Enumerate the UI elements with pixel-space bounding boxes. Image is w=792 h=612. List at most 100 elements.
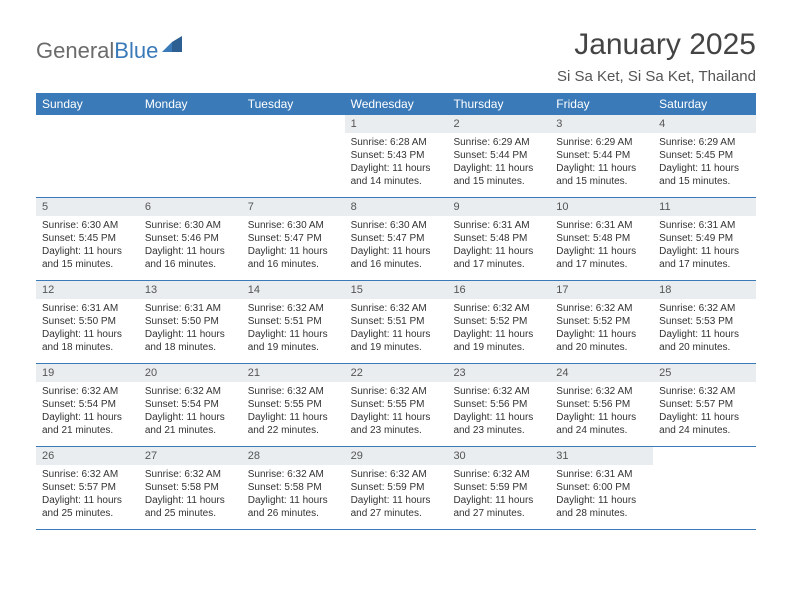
day-detail-line: Sunset: 5:58 PM — [248, 481, 339, 494]
day-details: Sunrise: 6:32 AMSunset: 5:59 PMDaylight:… — [447, 465, 550, 526]
calendar-day: 20Sunrise: 6:32 AMSunset: 5:54 PMDayligh… — [139, 364, 242, 446]
day-detail-line: Daylight: 11 hours — [453, 328, 544, 341]
day-details: Sunrise: 6:32 AMSunset: 5:54 PMDaylight:… — [139, 382, 242, 443]
day-detail-line: Sunset: 5:58 PM — [145, 481, 236, 494]
calendar-day: 27Sunrise: 6:32 AMSunset: 5:58 PMDayligh… — [139, 447, 242, 529]
day-detail-line: and 18 minutes. — [42, 341, 133, 354]
day-details: Sunrise: 6:32 AMSunset: 5:55 PMDaylight:… — [345, 382, 448, 443]
day-detail-line: and 18 minutes. — [145, 341, 236, 354]
day-details: Sunrise: 6:31 AMSunset: 5:48 PMDaylight:… — [447, 216, 550, 277]
calendar-day: 31Sunrise: 6:31 AMSunset: 6:00 PMDayligh… — [550, 447, 653, 529]
day-detail-line: Sunset: 5:57 PM — [659, 398, 750, 411]
calendar-day — [36, 115, 139, 197]
day-details: Sunrise: 6:32 AMSunset: 5:53 PMDaylight:… — [653, 299, 756, 360]
calendar-page: GeneralBlue January 2025 Si Sa Ket, Si S… — [0, 0, 792, 550]
day-detail-line: Sunset: 5:47 PM — [248, 232, 339, 245]
day-detail-line: and 16 minutes. — [145, 258, 236, 271]
day-details: Sunrise: 6:30 AMSunset: 5:47 PMDaylight:… — [345, 216, 448, 277]
page-header: GeneralBlue January 2025 Si Sa Ket, Si S… — [36, 28, 756, 85]
logo-mark-icon — [162, 36, 182, 57]
day-header: Friday — [550, 93, 653, 115]
day-number: 11 — [653, 198, 756, 216]
day-details: Sunrise: 6:30 AMSunset: 5:46 PMDaylight:… — [139, 216, 242, 277]
day-number: 3 — [550, 115, 653, 133]
day-number: 17 — [550, 281, 653, 299]
day-detail-line: Sunset: 5:45 PM — [659, 149, 750, 162]
calendar-day: 7Sunrise: 6:30 AMSunset: 5:47 PMDaylight… — [242, 198, 345, 280]
day-detail-line: and 19 minutes. — [351, 341, 442, 354]
day-header: Sunday — [36, 93, 139, 115]
calendar-day: 25Sunrise: 6:32 AMSunset: 5:57 PMDayligh… — [653, 364, 756, 446]
calendar-week: 26Sunrise: 6:32 AMSunset: 5:57 PMDayligh… — [36, 447, 756, 530]
logo-word1: General — [36, 38, 114, 63]
calendar-day: 5Sunrise: 6:30 AMSunset: 5:45 PMDaylight… — [36, 198, 139, 280]
day-detail-line: and 25 minutes. — [42, 507, 133, 520]
day-detail-line: and 17 minutes. — [453, 258, 544, 271]
day-detail-line: Sunrise: 6:32 AM — [351, 302, 442, 315]
day-details: Sunrise: 6:32 AMSunset: 5:55 PMDaylight:… — [242, 382, 345, 443]
day-details: Sunrise: 6:31 AMSunset: 5:48 PMDaylight:… — [550, 216, 653, 277]
day-number: 19 — [36, 364, 139, 382]
day-details: Sunrise: 6:29 AMSunset: 5:44 PMDaylight:… — [550, 133, 653, 194]
day-number: 2 — [447, 115, 550, 133]
day-detail-line: Sunrise: 6:32 AM — [351, 385, 442, 398]
logo-word2: Blue — [114, 38, 158, 63]
day-detail-line: Sunset: 5:47 PM — [351, 232, 442, 245]
day-details: Sunrise: 6:31 AMSunset: 5:50 PMDaylight:… — [139, 299, 242, 360]
day-detail-line: and 26 minutes. — [248, 507, 339, 520]
calendar-day: 11Sunrise: 6:31 AMSunset: 5:49 PMDayligh… — [653, 198, 756, 280]
day-detail-line: Daylight: 11 hours — [351, 245, 442, 258]
day-detail-line: Sunset: 5:51 PM — [351, 315, 442, 328]
day-number: 27 — [139, 447, 242, 465]
day-header: Thursday — [447, 93, 550, 115]
day-number: 15 — [345, 281, 448, 299]
day-detail-line: Daylight: 11 hours — [42, 328, 133, 341]
day-number: 7 — [242, 198, 345, 216]
day-detail-line: and 21 minutes. — [42, 424, 133, 437]
day-detail-line: Daylight: 11 hours — [659, 411, 750, 424]
day-detail-line: and 15 minutes. — [659, 175, 750, 188]
day-details: Sunrise: 6:32 AMSunset: 5:51 PMDaylight:… — [242, 299, 345, 360]
day-detail-line: Sunset: 5:59 PM — [351, 481, 442, 494]
day-detail-line: Daylight: 11 hours — [42, 245, 133, 258]
day-number: 13 — [139, 281, 242, 299]
calendar-day: 16Sunrise: 6:32 AMSunset: 5:52 PMDayligh… — [447, 281, 550, 363]
day-detail-line: and 15 minutes. — [42, 258, 133, 271]
day-detail-line: Sunset: 5:54 PM — [42, 398, 133, 411]
day-detail-line: Sunrise: 6:32 AM — [351, 468, 442, 481]
day-detail-line: and 14 minutes. — [351, 175, 442, 188]
day-header: Monday — [139, 93, 242, 115]
day-detail-line: Daylight: 11 hours — [556, 162, 647, 175]
day-detail-line: Sunset: 5:46 PM — [145, 232, 236, 245]
day-detail-line: Sunset: 5:56 PM — [453, 398, 544, 411]
day-detail-line: and 24 minutes. — [659, 424, 750, 437]
day-detail-line: Daylight: 11 hours — [659, 328, 750, 341]
title-block: January 2025 Si Sa Ket, Si Sa Ket, Thail… — [557, 28, 756, 85]
calendar-header-row: SundayMondayTuesdayWednesdayThursdayFrid… — [36, 93, 756, 115]
day-detail-line: Sunrise: 6:32 AM — [556, 302, 647, 315]
day-detail-line: Sunrise: 6:32 AM — [453, 385, 544, 398]
day-detail-line: Sunset: 5:50 PM — [42, 315, 133, 328]
day-detail-line: Sunset: 5:49 PM — [659, 232, 750, 245]
day-detail-line: Daylight: 11 hours — [248, 328, 339, 341]
day-detail-line: Sunrise: 6:29 AM — [453, 136, 544, 149]
calendar-week: 12Sunrise: 6:31 AMSunset: 5:50 PMDayligh… — [36, 281, 756, 364]
day-number: 16 — [447, 281, 550, 299]
day-detail-line: Sunrise: 6:31 AM — [42, 302, 133, 315]
day-detail-line: and 15 minutes. — [453, 175, 544, 188]
day-detail-line: Sunrise: 6:30 AM — [248, 219, 339, 232]
day-detail-line: Sunrise: 6:32 AM — [42, 468, 133, 481]
day-details: Sunrise: 6:32 AMSunset: 5:52 PMDaylight:… — [550, 299, 653, 360]
calendar-day: 13Sunrise: 6:31 AMSunset: 5:50 PMDayligh… — [139, 281, 242, 363]
day-detail-line: Daylight: 11 hours — [453, 245, 544, 258]
day-detail-line: Sunset: 5:56 PM — [556, 398, 647, 411]
day-details: Sunrise: 6:31 AMSunset: 5:50 PMDaylight:… — [36, 299, 139, 360]
calendar-day: 22Sunrise: 6:32 AMSunset: 5:55 PMDayligh… — [345, 364, 448, 446]
day-detail-line: and 17 minutes. — [556, 258, 647, 271]
calendar-day: 28Sunrise: 6:32 AMSunset: 5:58 PMDayligh… — [242, 447, 345, 529]
day-detail-line: Sunrise: 6:28 AM — [351, 136, 442, 149]
calendar-day: 26Sunrise: 6:32 AMSunset: 5:57 PMDayligh… — [36, 447, 139, 529]
day-detail-line: Sunset: 5:44 PM — [453, 149, 544, 162]
day-detail-line: and 24 minutes. — [556, 424, 647, 437]
day-details: Sunrise: 6:32 AMSunset: 5:58 PMDaylight:… — [242, 465, 345, 526]
